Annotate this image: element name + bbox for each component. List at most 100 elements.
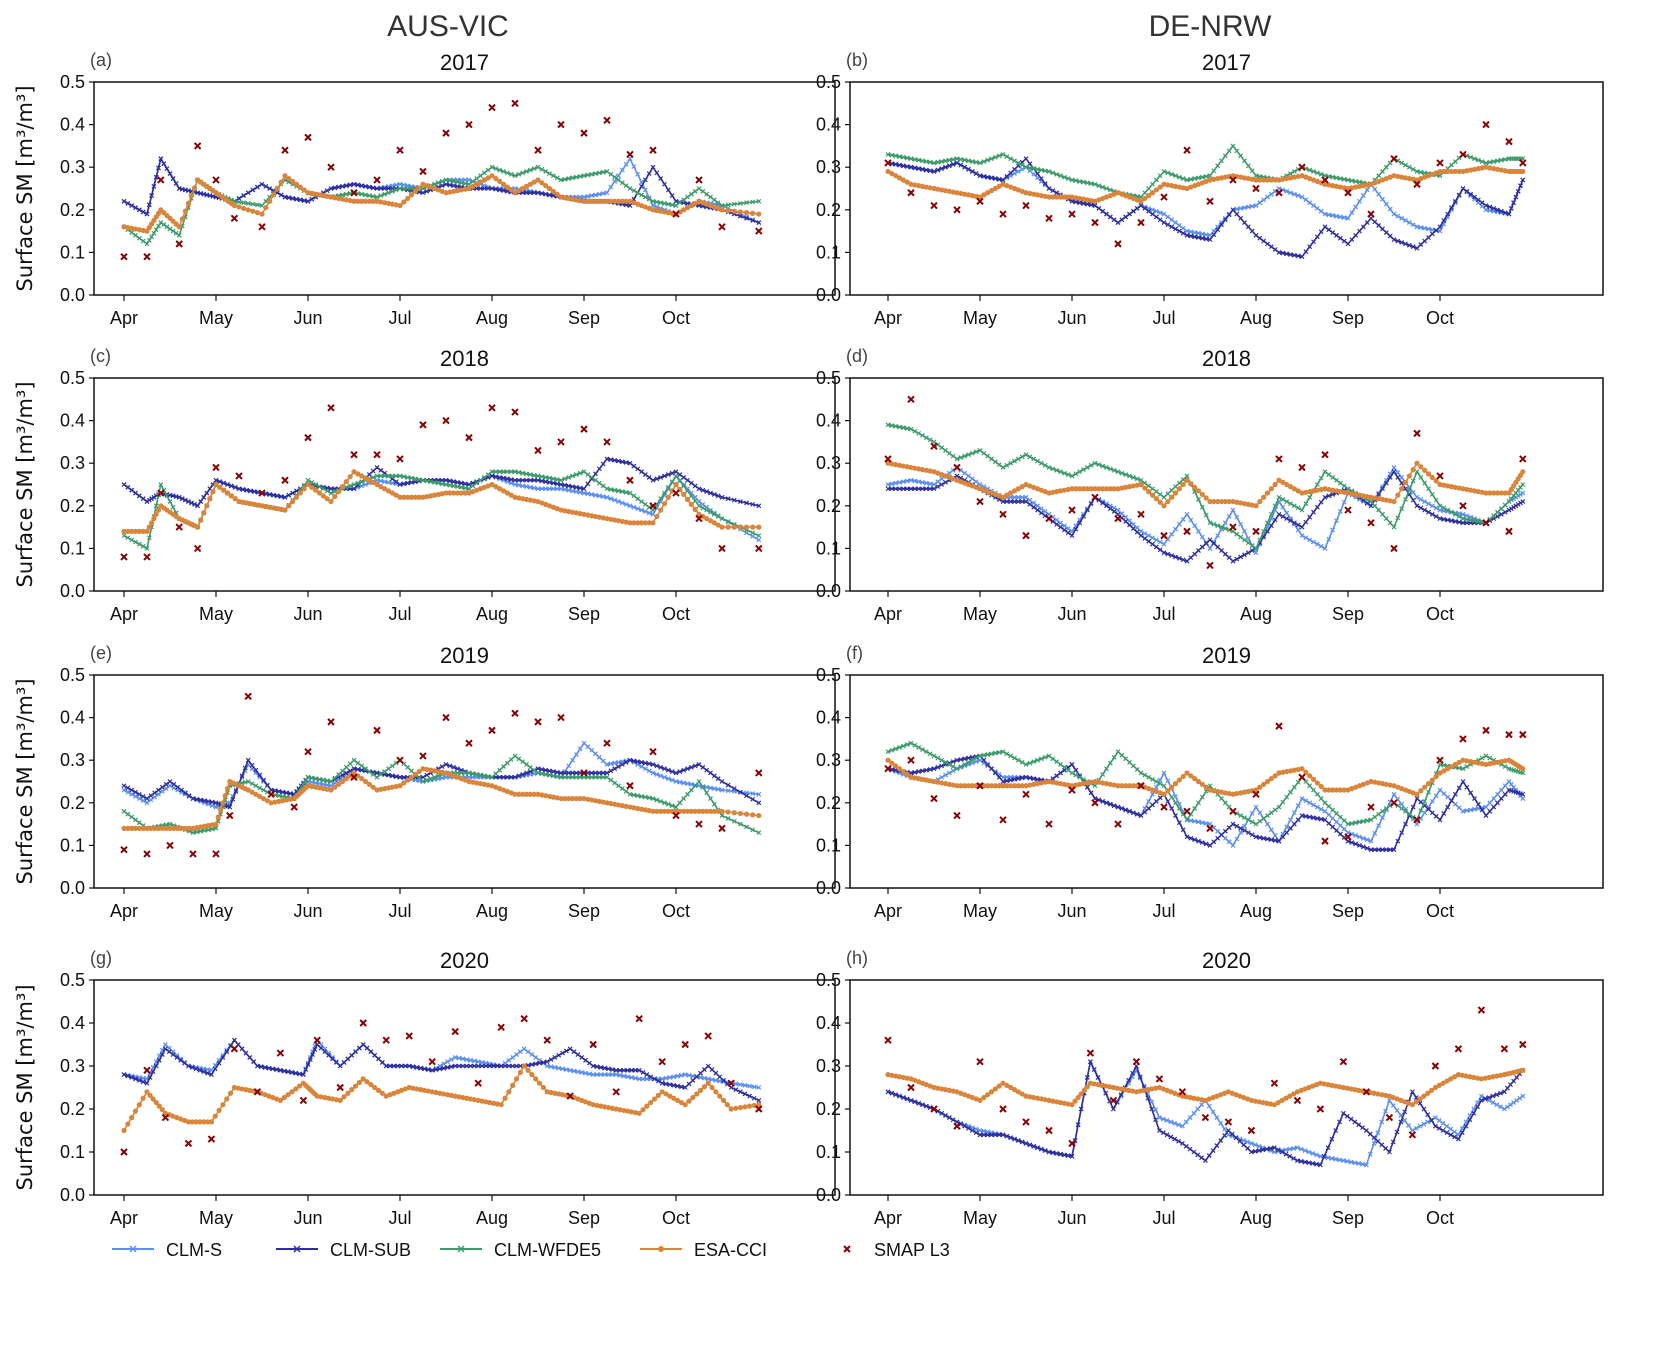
data-point (930, 201, 938, 210)
data-point (378, 193, 384, 199)
data-point (1134, 529, 1140, 535)
data-point (725, 207, 731, 214)
data-point (1150, 181, 1155, 187)
data-point (744, 500, 749, 506)
data-point (1318, 171, 1324, 177)
data-point (512, 753, 518, 759)
data-point (389, 763, 395, 769)
data-point (497, 187, 503, 193)
data-point (1337, 823, 1343, 828)
data-point (297, 197, 303, 203)
series-esa-cci (121, 1063, 762, 1134)
data-point (520, 170, 526, 176)
data-point (626, 150, 634, 159)
data-point (558, 482, 564, 487)
data-point (672, 210, 680, 218)
data-point (1199, 235, 1205, 241)
data-point (1127, 518, 1132, 524)
data-point (755, 544, 763, 553)
data-point (1445, 168, 1451, 175)
data-point (401, 199, 407, 205)
data-point (294, 196, 299, 202)
x-tick-label: Jul (388, 604, 411, 624)
data-point (511, 408, 519, 416)
data-point (558, 486, 564, 492)
data-point (1183, 527, 1191, 536)
data-point (409, 186, 414, 191)
data-point (1387, 520, 1393, 526)
data-point (508, 757, 514, 762)
data-point (631, 504, 637, 510)
data-point (1054, 171, 1060, 177)
data-point (589, 492, 595, 497)
data-point (939, 159, 945, 164)
data-point (1341, 483, 1347, 489)
data-point (612, 174, 618, 180)
data-point (1226, 148, 1232, 154)
data-point (340, 183, 345, 189)
data-point (236, 196, 242, 201)
data-point (1058, 770, 1063, 776)
data-point (1038, 176, 1044, 181)
data-point (305, 190, 311, 196)
data-point (1330, 174, 1336, 180)
data-point (1364, 187, 1370, 193)
data-point (442, 713, 450, 722)
data-point (639, 499, 644, 504)
data-point (1307, 200, 1313, 206)
data-point (593, 751, 598, 757)
data-point (627, 503, 633, 509)
data-point (669, 193, 675, 199)
data-point (1050, 756, 1056, 762)
data-point (1276, 249, 1282, 255)
data-point (642, 509, 648, 514)
data-point (554, 191, 560, 197)
y-tick-label: 0.1 (816, 242, 841, 262)
data-point (897, 162, 902, 168)
data-point (1229, 523, 1237, 531)
data-point (1452, 159, 1458, 164)
data-point (458, 187, 464, 193)
data-point (1245, 204, 1251, 210)
data-point (725, 524, 731, 530)
data-point (1188, 233, 1194, 239)
data-point (1334, 819, 1339, 825)
y-tick-label: 0.1 (60, 538, 85, 558)
x-tick-label: Sep (568, 308, 600, 328)
data-point (939, 476, 945, 482)
y-tick-label: 0.0 (60, 878, 85, 898)
data-point (1257, 177, 1263, 183)
y-tick-label: 0.4 (816, 411, 841, 431)
data-point (1295, 779, 1301, 785)
data-point (508, 171, 514, 177)
data-point (1192, 551, 1198, 557)
data-point (953, 206, 961, 214)
data-point (1383, 516, 1389, 522)
data-point (470, 183, 476, 189)
data-point (1004, 174, 1010, 179)
data-point (350, 450, 358, 459)
series-esa-cci (121, 173, 762, 234)
data-point (290, 803, 298, 811)
data-point (1291, 169, 1297, 174)
data-point (1206, 824, 1214, 833)
data-point (1219, 832, 1224, 838)
data-point (604, 169, 610, 174)
data-point (1303, 519, 1309, 525)
data-point (1038, 506, 1044, 512)
data-point (1150, 207, 1155, 213)
data-point (612, 780, 618, 786)
data-point (923, 167, 929, 173)
data-point (1057, 194, 1064, 200)
data-point (1383, 230, 1389, 235)
data-point (1491, 796, 1497, 801)
data-point (1380, 169, 1385, 174)
data-point (439, 178, 445, 184)
data-point (216, 1107, 222, 1114)
data-point (1436, 472, 1444, 480)
data-point (355, 198, 361, 204)
data-point (1173, 526, 1178, 532)
data-point (904, 179, 910, 185)
data-point (665, 187, 671, 193)
data-point (543, 479, 549, 485)
